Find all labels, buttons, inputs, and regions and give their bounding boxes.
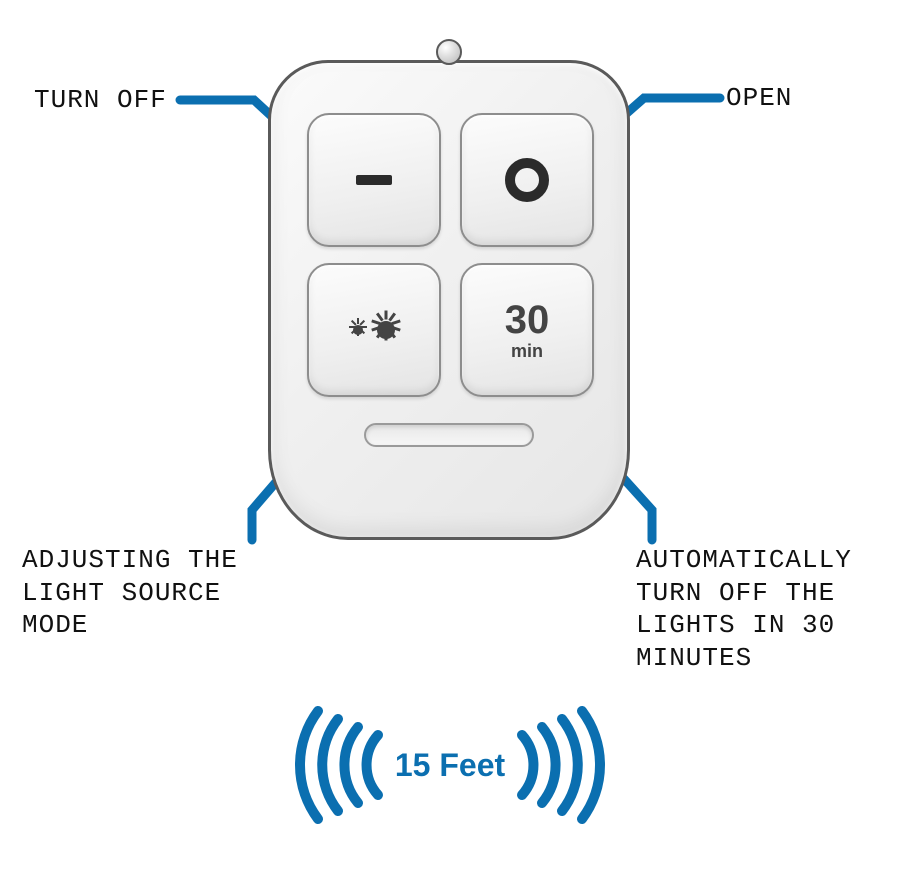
infographic-canvas: TURN OFF OPEN ADJUSTING THE LIGHT SOURCE… xyxy=(0,0,900,876)
range-badge: 15 Feet xyxy=(260,700,640,830)
timer-number: 30 xyxy=(505,300,550,340)
battery-slot xyxy=(364,423,534,447)
timer-button[interactable]: 30 min xyxy=(460,263,594,397)
circle-icon xyxy=(505,158,549,202)
brightness-button[interactable] xyxy=(307,263,441,397)
open-button[interactable] xyxy=(460,113,594,247)
minus-icon xyxy=(356,175,392,185)
range-text: 15 Feet xyxy=(395,747,505,784)
ir-led xyxy=(436,39,462,65)
remote-body: 30 min xyxy=(268,60,630,540)
button-grid: 30 min xyxy=(307,113,597,397)
timer-icon: 30 min xyxy=(505,300,550,360)
turn-off-button[interactable] xyxy=(307,113,441,247)
brightness-icon xyxy=(353,321,395,339)
timer-unit: min xyxy=(505,342,550,360)
